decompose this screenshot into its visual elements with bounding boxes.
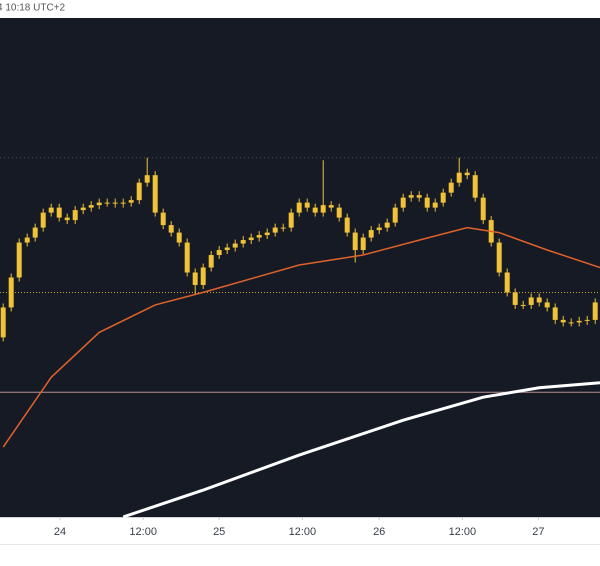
x-tick-label: 12:00 [129, 526, 157, 538]
candle-body [480, 197, 486, 221]
candle-body [216, 250, 222, 256]
candle-body [512, 292, 518, 305]
candle-body [440, 192, 446, 203]
candle-body [416, 195, 422, 198]
candle-body [8, 277, 14, 308]
candle-body [288, 212, 294, 228]
candle-body [320, 205, 326, 213]
candle-body [224, 247, 230, 251]
candle-body [360, 237, 366, 251]
candle-body [344, 217, 350, 233]
candle-body [240, 240, 246, 244]
candle-body [24, 237, 30, 243]
candle-body [80, 207, 86, 211]
candle-body [384, 222, 390, 228]
moving-average [122, 381, 600, 519]
candle-body [328, 205, 334, 208]
candle-body [592, 302, 598, 320]
candle-body [272, 227, 278, 233]
x-tick-label: 24 [54, 526, 66, 538]
candle-body [160, 212, 166, 226]
candle-body [128, 200, 134, 203]
candle-body [280, 227, 286, 229]
candle-body [536, 297, 542, 303]
candle-body [232, 243, 238, 248]
candle-body [352, 232, 358, 251]
candle-body [432, 202, 438, 208]
candle-body [168, 225, 174, 233]
candle-body [392, 207, 398, 223]
candle-body [96, 202, 102, 206]
candle-body [144, 175, 150, 183]
candle-body [528, 297, 534, 305]
candle-body [208, 255, 214, 268]
candle-body [304, 202, 310, 208]
candle-body [544, 302, 550, 308]
candle-body [48, 207, 54, 213]
candle-body [336, 207, 342, 218]
candle-body [0, 307, 6, 338]
candle-body [400, 197, 406, 208]
candle-body [424, 197, 430, 208]
candle-body [152, 175, 158, 213]
candle-body [464, 172, 470, 176]
candle-body [456, 172, 462, 183]
candle-body [448, 182, 454, 193]
candle-body [368, 230, 374, 238]
candle-body [560, 319, 566, 323]
x-tick-label: 12:00 [449, 526, 477, 538]
x-tick-label: 12:00 [289, 526, 317, 538]
x-tick-label: 27 [532, 526, 544, 538]
plot-background [0, 18, 600, 517]
candle-body [256, 235, 262, 238]
candle-body [376, 227, 382, 231]
candle-body [576, 320, 582, 323]
candle-body [264, 232, 270, 236]
candle-body [200, 267, 206, 285]
x-tick-label: 26 [373, 526, 385, 538]
candle-body [248, 237, 254, 241]
candle-body [552, 307, 558, 320]
moving-average [2, 226, 600, 448]
candle-body [312, 207, 318, 213]
candle-body [112, 202, 118, 204]
candle-body [136, 182, 142, 201]
candle-body [64, 217, 70, 221]
candle-body [104, 202, 110, 204]
candle-body [568, 322, 574, 324]
x-tick-label: 25 [213, 526, 225, 538]
candle-body [184, 242, 190, 273]
candle-body [584, 319, 590, 321]
candle-body [472, 175, 478, 198]
candle-body [56, 207, 62, 218]
candle-body [32, 227, 38, 238]
candle-body [176, 232, 182, 243]
candle-body [16, 242, 22, 278]
candle-body [192, 272, 198, 285]
candle-body [496, 242, 502, 273]
candle-body [504, 272, 510, 293]
candle-body [88, 205, 94, 208]
candle-body [40, 212, 46, 228]
candle-body [520, 304, 526, 306]
candle-body [408, 195, 414, 198]
chart-title: 4 10:18 UTC+2 [0, 3, 66, 14]
candle-body [120, 202, 126, 204]
candle-body [296, 202, 302, 213]
candle-body [72, 210, 78, 221]
